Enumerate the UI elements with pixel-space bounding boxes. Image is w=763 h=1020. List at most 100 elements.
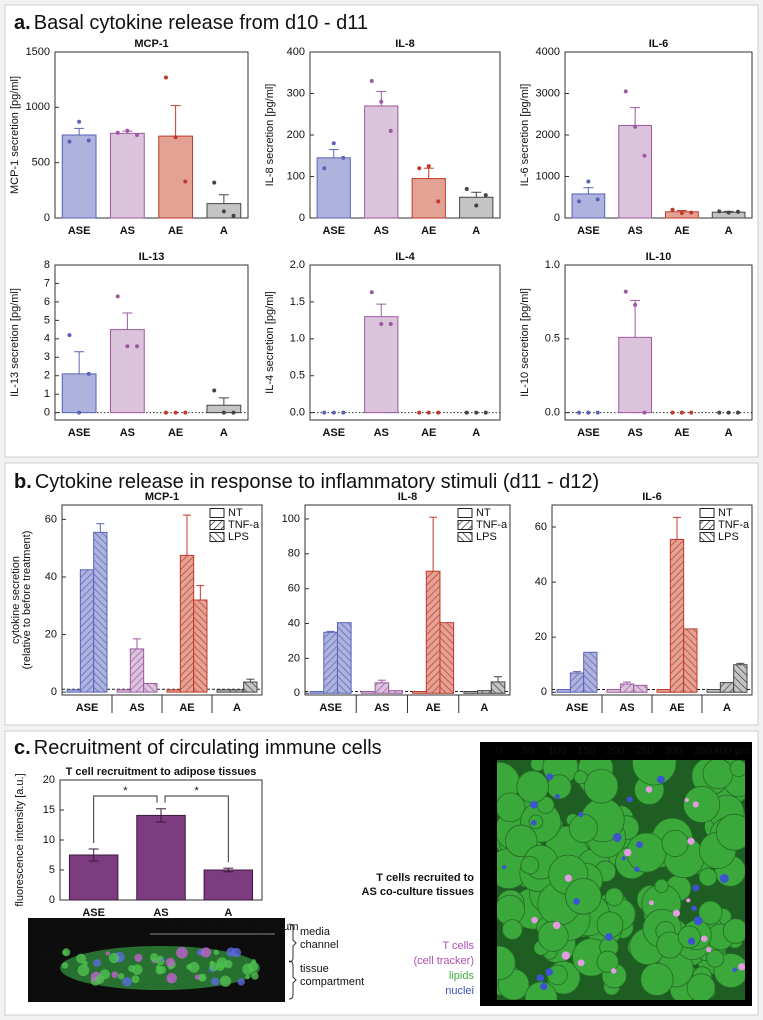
- lipid-droplet: [715, 813, 745, 851]
- side-view-cell: [111, 971, 119, 979]
- data-point: [125, 344, 130, 349]
- scale-label: 200: [38, 949, 56, 961]
- legend-swatch: [699, 532, 715, 542]
- side-view-cell: [158, 955, 163, 961]
- side-view-cell: [194, 974, 200, 980]
- lipid-droplet: [516, 770, 549, 804]
- legend-label: LPS: [718, 531, 739, 543]
- cell: [501, 864, 507, 870]
- significance-label: *: [195, 785, 200, 797]
- chart-title: MCP-1: [134, 38, 168, 50]
- data-point: [221, 410, 226, 415]
- data-point: [86, 371, 91, 376]
- side-view-cell: [128, 965, 136, 973]
- scale-label: 0: [154, 921, 160, 933]
- data-point: [417, 410, 422, 415]
- cell: [545, 968, 553, 976]
- y-tick-label: 3: [44, 351, 50, 363]
- side-view-cell: [105, 951, 111, 956]
- bar: [360, 691, 376, 694]
- cell: [626, 796, 633, 803]
- bar: [669, 538, 685, 693]
- bar: [336, 622, 352, 694]
- data-point: [642, 153, 647, 158]
- bar: [656, 688, 671, 693]
- data-point: [595, 410, 600, 415]
- scale-label: 250: [635, 745, 653, 757]
- y-tick-label: 80: [288, 548, 300, 560]
- data-point: [388, 128, 393, 133]
- y-tick-label: 1500: [26, 46, 50, 58]
- bar: [61, 373, 97, 414]
- side-view-cell: [248, 961, 259, 972]
- legend-label: (cell tracker): [413, 955, 474, 967]
- cell: [719, 873, 729, 883]
- x-tick-label: ASE: [82, 907, 105, 919]
- x-tick-label: ASE: [577, 427, 600, 439]
- data-point: [331, 410, 336, 415]
- data-point: [163, 410, 168, 415]
- bar: [143, 682, 158, 693]
- data-point: [586, 410, 591, 415]
- lipid-droplet: [497, 945, 516, 981]
- lipid-droplet: [537, 920, 569, 952]
- bar: [109, 329, 145, 414]
- bar: [158, 135, 194, 219]
- data-point: [577, 199, 582, 204]
- bar: [618, 336, 652, 414]
- cell: [573, 898, 580, 905]
- data-point: [212, 180, 217, 185]
- bar: [364, 316, 399, 414]
- legend-swatch: [457, 532, 473, 542]
- cell: [536, 974, 544, 982]
- data-point: [464, 186, 469, 191]
- significance-label: *: [123, 785, 128, 797]
- data-point: [735, 209, 740, 214]
- cell: [530, 801, 538, 809]
- cell: [738, 963, 745, 971]
- data-point: [77, 410, 82, 415]
- lipid-droplet: [626, 832, 667, 873]
- bar: [229, 689, 245, 693]
- lipid-droplet: [683, 785, 721, 823]
- y-tick-label: 0.5: [290, 370, 305, 382]
- cell: [701, 935, 708, 942]
- data-point: [483, 410, 488, 415]
- y-axis-label: fluorescence intensity [a.u.]: [14, 773, 26, 906]
- cell: [554, 794, 560, 800]
- bar: [556, 688, 571, 693]
- bar: [571, 193, 606, 219]
- section-text: Basal cytokine release from d10 - d11: [34, 12, 368, 34]
- legend-swatch: [209, 532, 225, 542]
- y-tick-label: 0: [49, 894, 55, 906]
- plot-frame: [54, 51, 249, 219]
- x-tick-label: A: [233, 702, 241, 714]
- data-point: [115, 130, 120, 135]
- bar: [733, 664, 748, 693]
- side-view-cell: [176, 946, 188, 959]
- side-view-cell: [251, 972, 259, 980]
- data-point: [670, 410, 675, 415]
- data-point: [717, 410, 722, 415]
- data-point: [726, 410, 731, 415]
- x-tick-label: AE: [168, 427, 183, 439]
- side-view-cell: [122, 976, 132, 987]
- data-point: [163, 75, 168, 80]
- cell: [706, 947, 712, 953]
- bar: [109, 132, 145, 219]
- bar: [583, 651, 598, 693]
- x-tick-label: A: [723, 702, 731, 714]
- image-caption: AS co-culture tissues: [362, 886, 474, 898]
- chart-title: IL-10: [646, 251, 672, 263]
- section-title: b. Cytokine release in response to infla…: [14, 471, 599, 493]
- y-tick-label: 6: [44, 296, 50, 308]
- bar: [243, 681, 258, 693]
- bar: [323, 631, 338, 694]
- data-point: [135, 344, 140, 349]
- y-tick-label: 4: [44, 333, 50, 345]
- data-point: [417, 166, 422, 171]
- chart-title: IL-6: [642, 491, 662, 503]
- y-axis-label: IL-6 secretion [pg/ml]: [519, 84, 531, 187]
- y-tick-label: 20: [535, 631, 547, 643]
